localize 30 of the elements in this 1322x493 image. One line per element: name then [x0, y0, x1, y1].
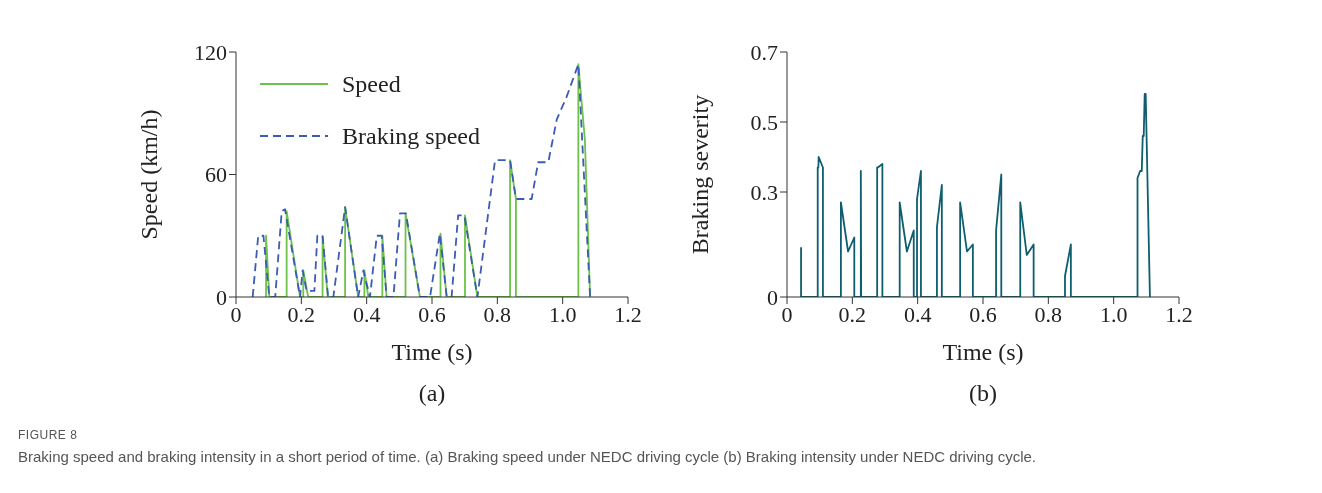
x-tick-label: 0.8 [1034, 301, 1063, 327]
x-tick-label: 0.6 [418, 301, 446, 327]
x-axis-title: Time (s) [391, 339, 473, 365]
x-tick-label: 0.2 [838, 301, 867, 327]
x-tick-label: 1.0 [1099, 301, 1128, 327]
x-axis-title: Time (s) [942, 339, 1024, 365]
text: Braking speed and braking intensity in a short period of time. (a) Braking speed under NEDC driving cycle (b) Braking intensity under NEDC driving cycle. [18, 448, 1037, 465]
y-axis-title: Speed (km/h) [135, 109, 162, 240]
x-tick-label: 0.2 [287, 301, 316, 327]
y-tick-label: 120 [194, 39, 227, 65]
text: (b) [968, 380, 998, 407]
x-tick-label: 0.4 [903, 301, 932, 327]
legend-label: Braking speed [342, 122, 480, 150]
x-tick-label: 0.6 [969, 301, 997, 327]
y-axis-title: Braking severity [686, 94, 713, 255]
y-tick-label: 0.5 [750, 109, 778, 135]
y-tick-label: 0 [216, 284, 227, 310]
x-tick-label: 0.4 [352, 301, 381, 327]
x-tick-label: 1.2 [614, 301, 642, 327]
legend-label: Speed [342, 70, 401, 98]
text: (a) [417, 380, 447, 407]
x-tick-label: 1.0 [548, 301, 577, 327]
y-tick-label: 0.7 [750, 39, 778, 65]
y-tick-label: 0.3 [750, 179, 778, 205]
caption: FIGURE 8 [18, 428, 79, 442]
y-tick-label: 0 [767, 284, 778, 310]
x-tick-label: 0.8 [483, 301, 512, 327]
y-tick-label: 60 [205, 162, 227, 188]
line-series [800, 93, 1151, 297]
x-tick-label: 1.2 [1165, 301, 1193, 327]
